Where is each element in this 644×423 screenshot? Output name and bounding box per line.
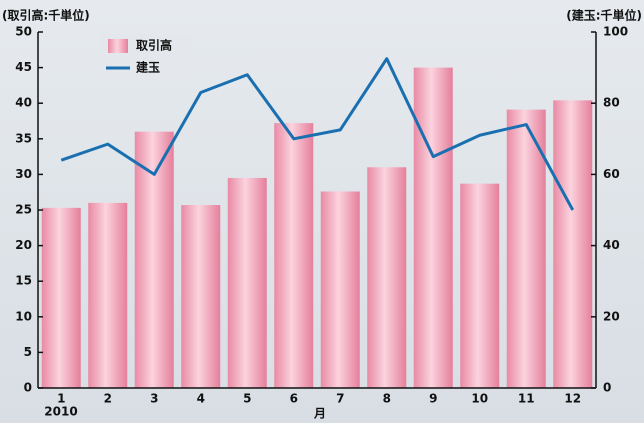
legend-label: 取引高	[136, 38, 172, 53]
x-axis-label: 月	[313, 407, 326, 421]
x-tick-label: 6	[290, 392, 298, 406]
year-label: 2010	[44, 405, 77, 419]
y-tick-label: 0	[24, 381, 32, 395]
y-tick-label: 25	[15, 203, 32, 217]
bar	[320, 191, 360, 388]
line	[60, 57, 575, 211]
y-tick-label: 35	[15, 131, 32, 145]
bar	[134, 131, 174, 388]
bar	[460, 183, 500, 388]
y2-axis-label: (建玉:千単位)	[566, 8, 642, 23]
x-tick-label: 9	[429, 392, 437, 406]
y-tick-label: 50	[15, 25, 32, 39]
y2-tick-label: 20	[603, 309, 620, 323]
y2-tick-label: 60	[603, 167, 620, 181]
bar	[41, 207, 81, 388]
y2-tick-label: 100	[603, 25, 628, 39]
bar	[181, 205, 221, 388]
x-tick-label: 7	[336, 392, 344, 406]
bar	[413, 67, 453, 388]
bar	[227, 177, 267, 388]
y-tick-label: 15	[15, 274, 32, 288]
legend-label: 建玉	[135, 60, 160, 75]
y-tick-label: 10	[15, 309, 32, 323]
x-tick-label: 4	[197, 392, 205, 406]
legend-swatch	[108, 39, 128, 53]
y-tick-label: 45	[15, 60, 32, 74]
bar	[553, 100, 593, 389]
x-tick-label: 2	[104, 392, 112, 406]
y-tick-label: 20	[15, 238, 32, 252]
bar	[367, 167, 407, 388]
y2-tick-label: 0	[603, 381, 611, 395]
y-tick-label: 40	[15, 96, 32, 110]
x-tick-label: 11	[518, 392, 535, 406]
y-axis-label: (取引高:千単位)	[2, 8, 90, 23]
x-tick-label: 1	[57, 392, 65, 406]
bar	[88, 202, 128, 388]
y2-tick-label: 40	[603, 238, 620, 252]
y-tick-label: 30	[15, 167, 32, 181]
x-tick-label: 10	[471, 392, 488, 406]
bar	[274, 123, 314, 389]
x-tick-label: 5	[243, 392, 251, 406]
bar	[506, 109, 546, 388]
y2-tick-label: 80	[603, 96, 620, 110]
x-tick-label: 8	[383, 392, 391, 406]
x-tick-label: 12	[564, 392, 581, 406]
x-tick-label: 3	[150, 392, 158, 406]
y-tick-label: 5	[24, 345, 32, 359]
